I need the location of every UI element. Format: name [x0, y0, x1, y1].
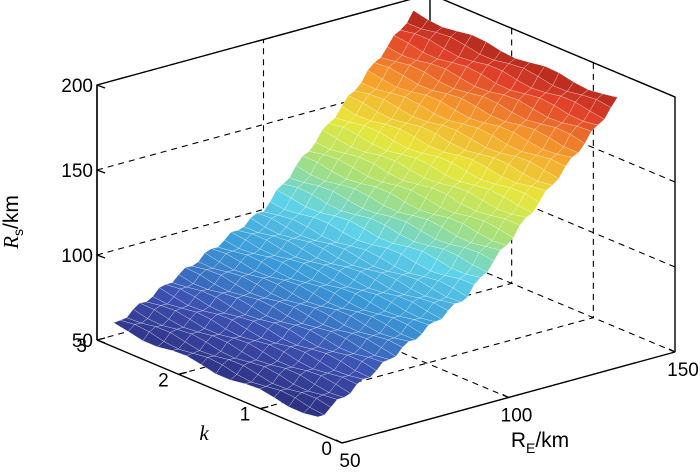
y-tick-mark — [178, 371, 187, 376]
y-tick-mark — [260, 405, 269, 410]
z-axis-label: Rs/km — [0, 195, 26, 250]
z-tick-mark — [96, 169, 106, 174]
z-tick-label: 100 — [61, 246, 93, 267]
z-tick-label: 200 — [61, 76, 93, 97]
y-tick-label: 0 — [321, 439, 332, 460]
x-tick-mark — [502, 393, 509, 399]
x-tick-mark — [668, 348, 676, 353]
z-tick-mark — [96, 84, 106, 89]
y-tick-label: 2 — [158, 370, 169, 391]
surface — [113, 10, 618, 418]
x-tick-label: 50 — [339, 451, 360, 470]
surface-patch — [596, 93, 618, 108]
y-tick-mark — [96, 337, 106, 341]
x-tick-mark — [335, 439, 343, 444]
y-tick-label: 1 — [240, 405, 251, 426]
y-tick-label: 3 — [76, 336, 87, 357]
x-axis-label: RE/km — [511, 429, 569, 456]
z-tick-label: 150 — [61, 161, 93, 182]
z-tick-label: 50 — [72, 331, 93, 352]
y-axis-line — [96, 339, 343, 444]
x-tick-label: 150 — [667, 360, 699, 381]
y-axis-label: k — [199, 421, 209, 445]
z-tick-mark — [96, 254, 106, 259]
z-tick-mark — [96, 339, 106, 344]
grid-z-200 — [96, 0, 676, 98]
x-tick-label: 100 — [501, 406, 533, 427]
y-tick-mark — [341, 440, 351, 444]
